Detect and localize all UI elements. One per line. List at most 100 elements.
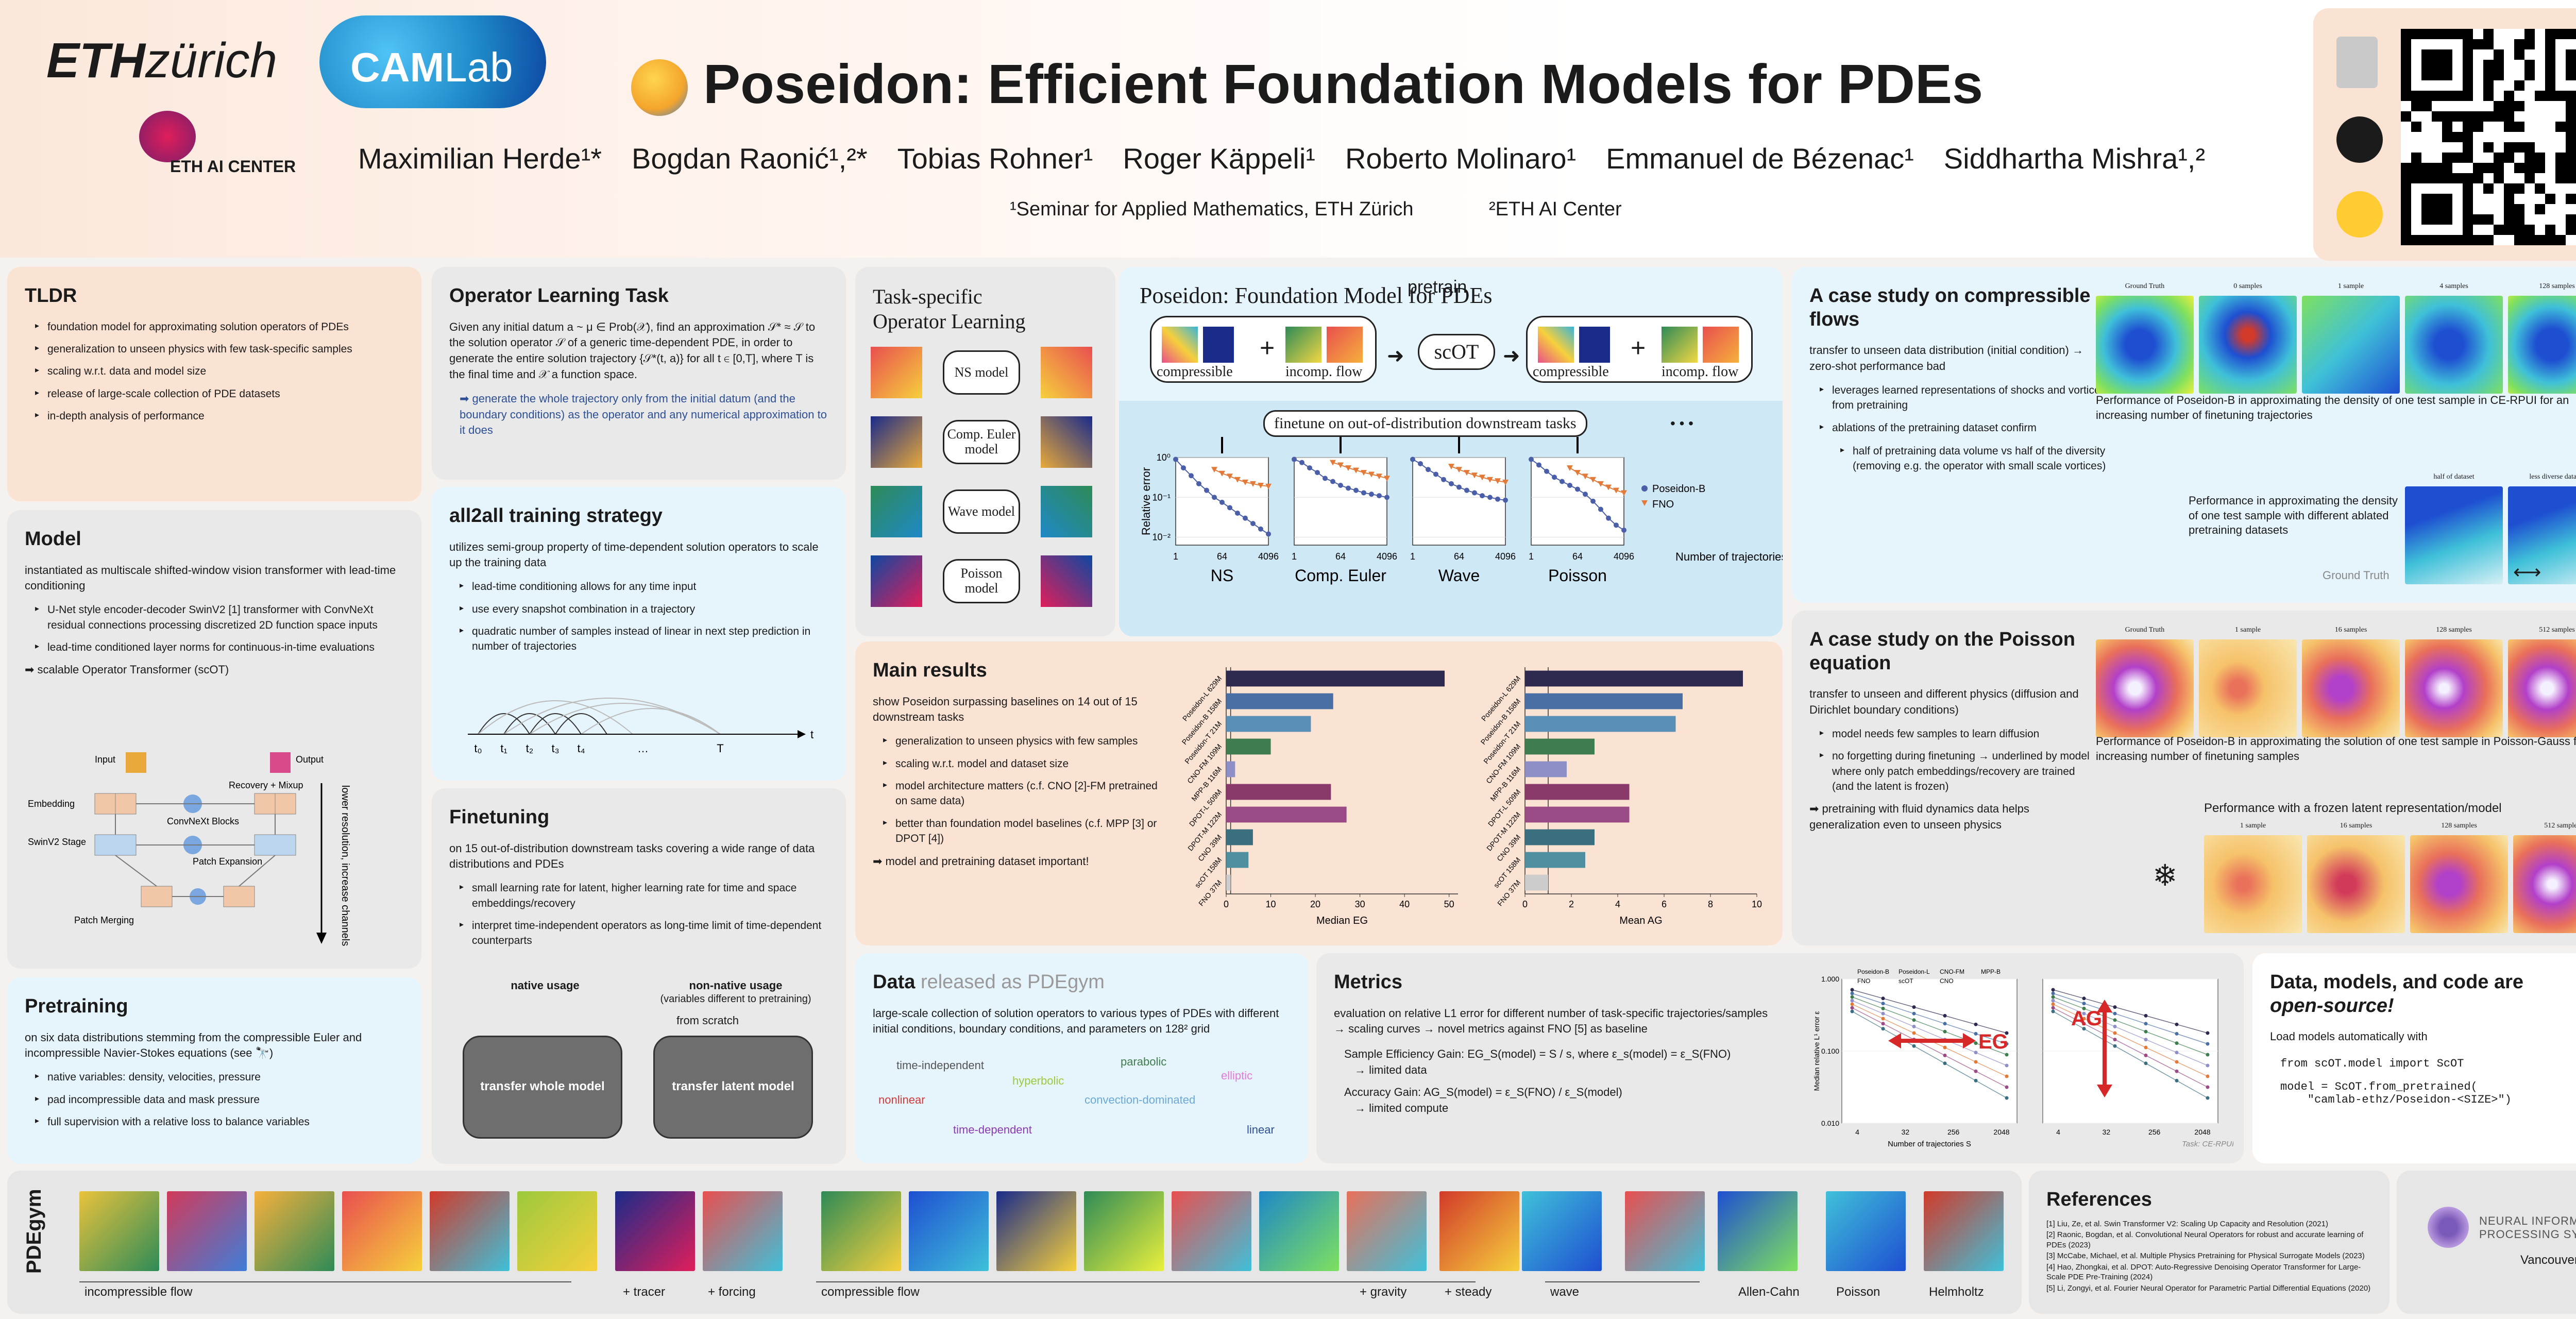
affiliation-2: ²ETH AI Center — [1489, 198, 1622, 220]
affiliation-1: ¹Seminar for Applied Mathematics, ETH Zü… — [1010, 198, 1414, 220]
efficiency-subplot: 1 64 4096 Wave — [1410, 437, 1516, 585]
column-label: Ground Truth — [2125, 282, 2165, 290]
list-item: ablations of the pretraining dataset con… — [1820, 420, 2108, 435]
metrics-title: Metrics — [1334, 971, 1403, 993]
finetuning-title: Finetuning — [449, 806, 550, 828]
pdegym-sample — [1259, 1191, 1339, 1271]
pdegym-panel: PDEgym incompressible flow + tracer + fo… — [7, 1171, 2022, 1314]
qr-code[interactable] — [2401, 29, 2576, 245]
author: Roberto Molinaro¹ — [1345, 142, 1577, 175]
legend-label: Poseidon-B — [1857, 968, 1889, 975]
diagram-label: Patch Merging — [74, 915, 134, 925]
x-tick-label: 10 — [1266, 899, 1276, 909]
open-source-title: Data, models, and code are open-source! — [2270, 971, 2524, 1017]
x-tick-label: 30 — [1355, 899, 1365, 909]
column-label: 128 samples — [2539, 282, 2575, 290]
column-label: 1 sample — [2234, 626, 2261, 634]
tag-time-independent: time-independent — [896, 1059, 985, 1072]
y-tick-label: 1.000 — [1821, 975, 1839, 983]
plot-ylabel: Relative error — [1140, 467, 1153, 535]
category-label: DPOT-M 122M — [1186, 810, 1223, 853]
incomp-label: incomp. flow — [1285, 364, 1363, 380]
author: Siddhartha Mishra¹,² — [1943, 142, 2206, 175]
sample-heatmap — [2302, 639, 2400, 737]
bar — [1525, 852, 1585, 868]
y-tick-label: 10⁻² — [1152, 532, 1171, 543]
pdegym-label: Helmholtz — [1929, 1285, 1984, 1299]
paper-icon[interactable] — [2336, 37, 2378, 88]
sample-heatmap — [2199, 296, 2297, 394]
column-label: 0 samples — [2233, 282, 2262, 290]
list-item: full supervision with a relative loss to… — [35, 1114, 404, 1129]
input-thumbnail — [126, 752, 146, 773]
reference-item: [5] Li, Zongyi, et al. Fourier Neural Op… — [2046, 1283, 2371, 1293]
tick-label: t₄ — [577, 742, 585, 755]
column-label: 4 samples — [2439, 282, 2468, 290]
tag-nonlinear: nonlinear — [878, 1093, 925, 1106]
list-item: model architecture matters (c.f. CNO [2]… — [883, 779, 1172, 809]
plot-xlabel: Number of trajectories S — [1888, 1140, 1971, 1148]
column-label: half of dataset — [2433, 473, 2475, 481]
y-tick-label: 10⁻¹ — [1152, 492, 1171, 502]
eg-label: EG — [1978, 1030, 2008, 1053]
tag-linear: linear — [1247, 1123, 1275, 1136]
pdegym-sample — [1439, 1191, 1519, 1271]
pdegym-sample — [167, 1191, 247, 1271]
metrics-text: evaluation on relative L1 error for diff… — [1334, 1006, 1768, 1036]
model-intro: instantiated as multiscale shifted-windo… — [25, 563, 396, 593]
bar — [1525, 829, 1595, 845]
github-icon[interactable] — [2336, 116, 2383, 163]
author-list: Maximilian Herde¹* Bogdan Raonić¹,²* Tobia… — [358, 142, 2235, 175]
list-item: leverages learned representations of sho… — [1820, 383, 2108, 413]
pretrained-model-box: + compressible incomp. flow — [1526, 316, 1753, 383]
code-line[interactable]: model = ScOT.from_pretrained( — [2280, 1080, 2478, 1093]
pdegym-label: + steady — [1445, 1285, 1492, 1299]
sample-heatmap — [2405, 296, 2503, 394]
list-item: half of pretraining data volume vs half … — [1840, 444, 2108, 474]
tag-parabolic: parabolic — [1121, 1055, 1167, 1068]
x-tick-label: 50 — [1444, 899, 1454, 909]
model-title: Model — [25, 528, 81, 550]
poseidon-emoji-icon — [631, 59, 688, 116]
sample-heatmap — [2405, 486, 2503, 584]
sample-heatmap — [2096, 296, 2194, 394]
input-thumbnail — [871, 555, 922, 607]
tick-label: t₀ — [474, 742, 482, 755]
x-tick-label: 64 — [1335, 551, 1346, 562]
x-tick-label: 4096 — [1614, 551, 1634, 562]
neurips-name: NEURAL INFORMATIONPROCESSING SYSTEMS — [2479, 1214, 2576, 1241]
output-thumbnail — [1041, 486, 1092, 537]
legend-marker — [1641, 485, 1648, 492]
pretraining-list: native variables: density, velocities, p… — [35, 1070, 404, 1129]
sample-heatmap — [2204, 835, 2302, 933]
reference-item: [2] Raonic, Bogdan, et al. Convolutional… — [2046, 1230, 2364, 1249]
fno-point — [1502, 479, 1509, 485]
snowflake-icon: ❄ — [2153, 859, 2178, 892]
x-tick-label: 2048 — [2194, 1128, 2210, 1136]
camlab-logo: CAMLab — [319, 15, 546, 108]
pdegym-label: Allen-Cahn — [1738, 1285, 1800, 1299]
x-tick-label: 4096 — [1495, 551, 1516, 562]
list-item: use every snapshot combination in a traj… — [460, 602, 828, 617]
sample-heatmap — [2302, 296, 2400, 394]
x-tick-label: 10 — [1752, 899, 1762, 909]
ag-arrow-icon — [2097, 1000, 2112, 1012]
tick-label: t₃ — [551, 742, 559, 755]
diagram-label: Embedding — [28, 799, 75, 809]
finetune-box: finetune on out-of-distribution downstre… — [1263, 410, 1587, 437]
code-line[interactable]: "camlab-ethz/Poseidon-<SIZE>") — [2280, 1093, 2512, 1106]
bar — [1525, 738, 1595, 755]
scot-box: scOT — [1418, 334, 1495, 370]
huggingface-icon[interactable] — [2336, 191, 2383, 238]
fno-point — [1621, 490, 1627, 496]
finetuning-list: small learning rate for latent, higher l… — [460, 881, 828, 949]
code-line[interactable]: from scOT.model import ScOT — [2280, 1057, 2464, 1070]
tldr-panel: TLDR foundation model for approximating … — [7, 267, 421, 501]
x-tick-label: 8 — [1708, 899, 1713, 909]
task-model-row: Poisson model — [871, 553, 1097, 610]
input-thumbnail — [871, 416, 922, 468]
list-item: quadratic number of samples instead of l… — [460, 624, 828, 654]
list-item: U-Net style encoder-decoder SwinV2 [1] t… — [35, 602, 404, 633]
